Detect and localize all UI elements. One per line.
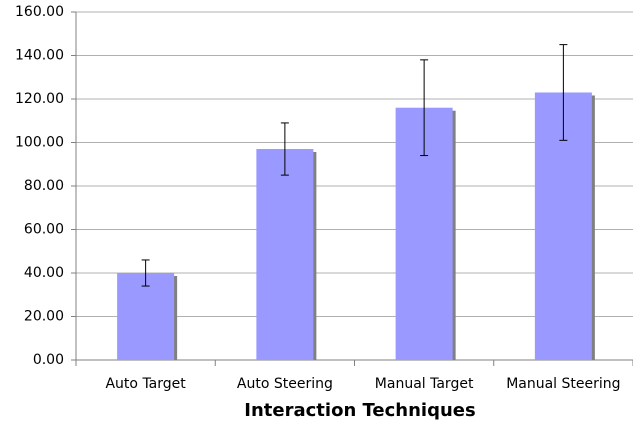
y-tick-label: 40.00 <box>24 265 64 281</box>
y-tick-label: 160.00 <box>15 4 64 20</box>
x-axis-label: Interaction Techniques <box>244 400 475 421</box>
y-tick-label: 140.00 <box>15 48 64 64</box>
y-tick-label: 100.00 <box>15 135 64 151</box>
y-tick-label: 80.00 <box>24 178 64 194</box>
x-tick-label: Auto Target <box>105 376 186 392</box>
x-tick-label: Manual Target <box>375 376 474 392</box>
y-tick-label: 120.00 <box>15 91 64 107</box>
y-tick-label: 0.00 <box>33 352 64 368</box>
y-tick-label: 60.00 <box>24 222 64 238</box>
x-tick-label: Auto Steering <box>237 376 333 392</box>
bar <box>117 273 175 360</box>
bar <box>256 149 314 360</box>
y-tick-label: 20.00 <box>24 309 64 325</box>
x-tick-label: Manual Steering <box>506 376 620 392</box>
